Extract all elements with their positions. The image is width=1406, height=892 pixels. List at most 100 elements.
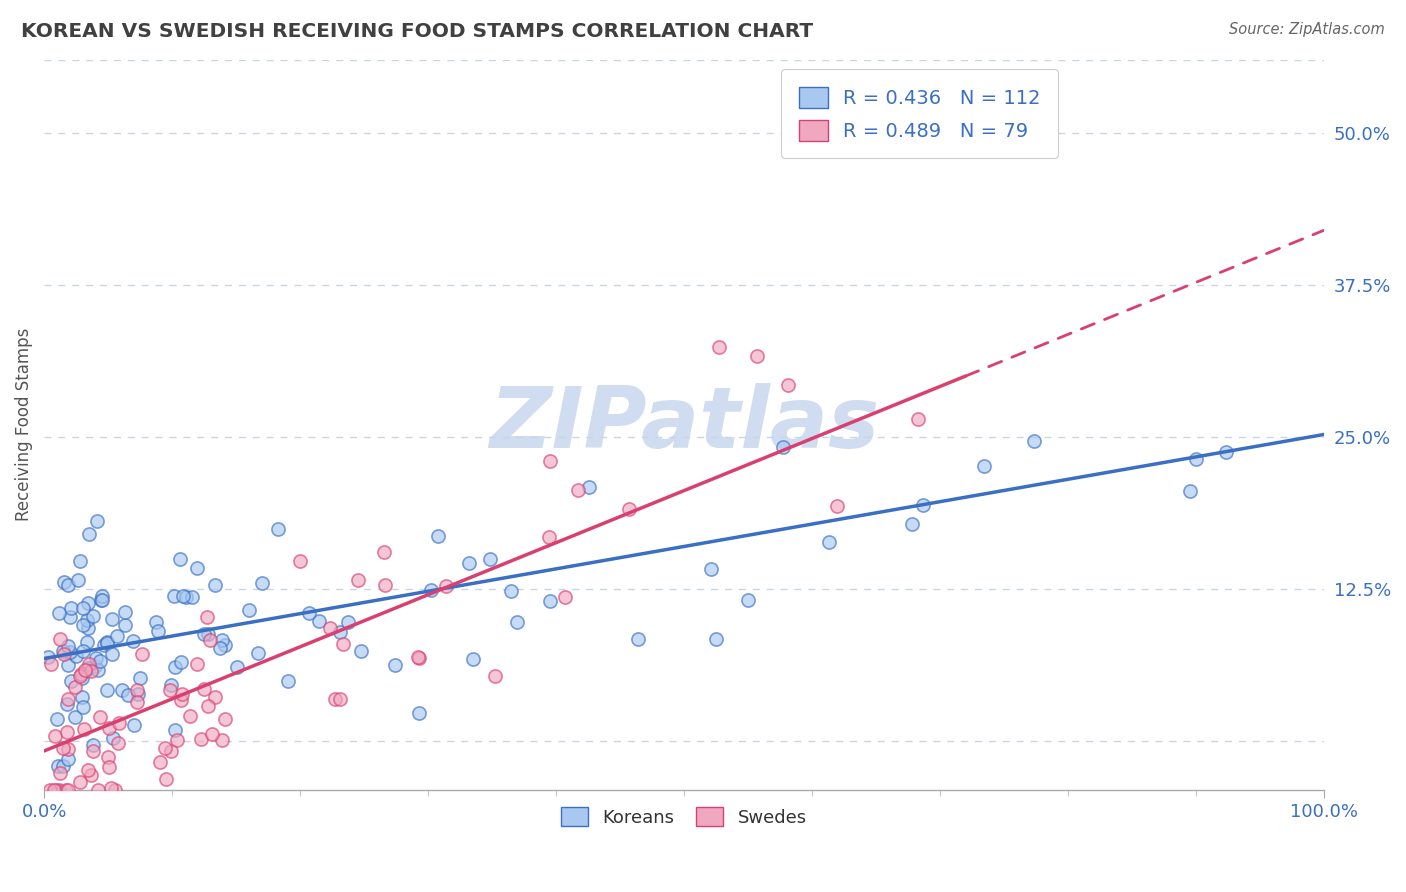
Point [825,499,848,513]
Point [226,660,249,674]
Point [193,627,215,641]
Point [201,727,224,741]
Point [129,671,152,685]
Point [98,759,121,773]
Point [97,721,120,735]
Point [117,689,139,703]
Point [56,752,79,766]
Point [73,663,96,677]
Point [72,601,94,615]
Point [49,765,72,780]
Point [298,606,321,620]
Point [89,654,111,668]
Point [69,554,91,568]
Point [537,530,560,544]
Point [52,741,75,756]
Point [478,552,501,566]
Point [290,554,312,568]
Point [90,593,112,607]
Point [408,650,430,665]
Point [208,641,231,656]
Point [53,648,76,662]
Point [160,744,183,758]
Point [97,749,120,764]
Point [63,680,86,694]
Text: KOREAN VS SWEDISH RECEIVING FOOD STAMPS CORRELATION CHART: KOREAN VS SWEDISH RECEIVING FOOD STAMPS … [21,22,813,41]
Point [114,605,136,619]
Point [384,658,406,673]
Point [44,729,66,743]
Point [49,632,72,647]
Point [100,612,122,626]
Point [82,744,104,758]
Point [745,349,768,363]
Point [461,651,484,665]
Point [578,480,600,494]
Point [56,783,79,797]
Point [186,561,208,575]
Point [186,657,208,672]
Point [83,658,105,673]
Point [56,692,79,706]
Point [170,693,193,707]
Point [169,655,191,669]
Point [107,736,129,750]
Point [72,617,94,632]
Point [211,732,233,747]
Point [172,589,194,603]
Y-axis label: Receiving Food Stamps: Receiving Food Stamps [15,328,32,522]
Point [38,783,60,797]
Point [323,692,346,706]
Point [146,624,169,639]
Point [737,592,759,607]
Point [127,688,149,702]
Point [211,633,233,648]
Point [308,614,330,628]
Point [172,687,194,701]
Point [195,610,218,624]
Point [101,647,124,661]
Point [131,648,153,662]
Point [127,682,149,697]
Point [37,649,59,664]
Point [169,551,191,566]
Point [76,614,98,628]
Point [70,690,93,705]
Point [166,733,188,747]
Point [907,412,929,426]
Point [122,717,145,731]
Point [554,590,576,604]
Point [59,610,82,624]
Point [332,637,354,651]
Point [159,682,181,697]
Point [56,578,79,592]
Point [77,526,100,541]
Point [59,645,82,659]
Point [250,576,273,591]
Point [197,627,219,641]
Point [66,573,89,587]
Point [277,674,299,689]
Point [48,607,70,621]
Point [346,573,368,587]
Point [89,710,111,724]
Point [700,562,723,576]
Point [72,699,94,714]
Point [60,601,83,615]
Point [204,577,226,591]
Point [901,517,924,532]
Point [96,636,118,650]
Point [122,633,145,648]
Point [80,664,103,678]
Point [538,454,561,468]
Point [374,577,396,591]
Point [165,723,187,737]
Point [505,615,527,629]
Point [426,529,449,543]
Point [76,596,98,610]
Point [267,522,290,536]
Point [60,674,83,689]
Point [73,722,96,736]
Point [91,593,114,607]
Point [1024,434,1046,448]
